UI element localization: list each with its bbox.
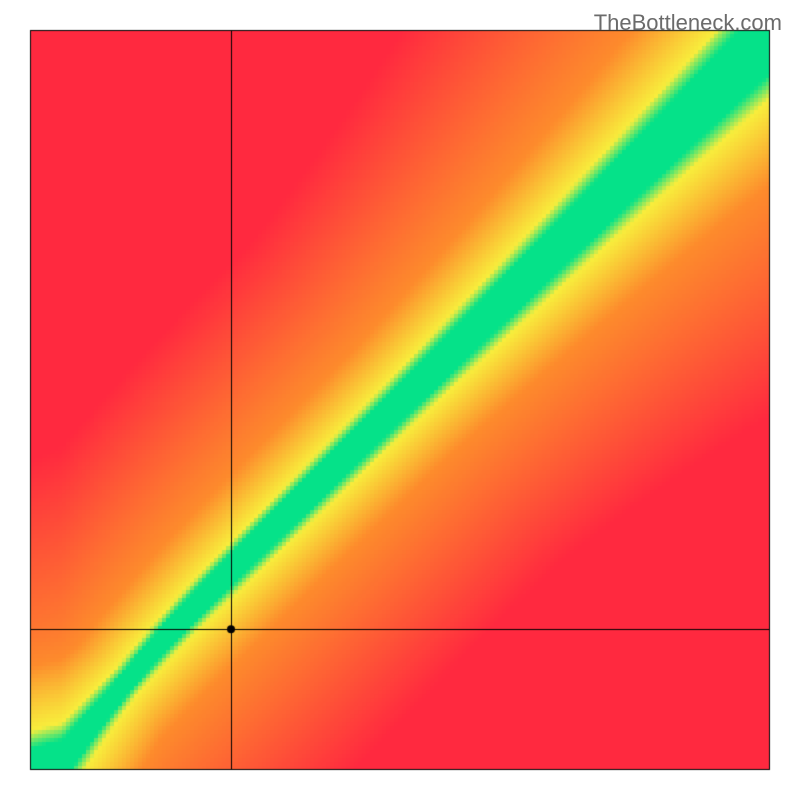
chart-container: TheBottleneck.com [0,0,800,800]
bottleneck-heatmap [0,0,800,800]
watermark-text: TheBottleneck.com [594,10,782,36]
